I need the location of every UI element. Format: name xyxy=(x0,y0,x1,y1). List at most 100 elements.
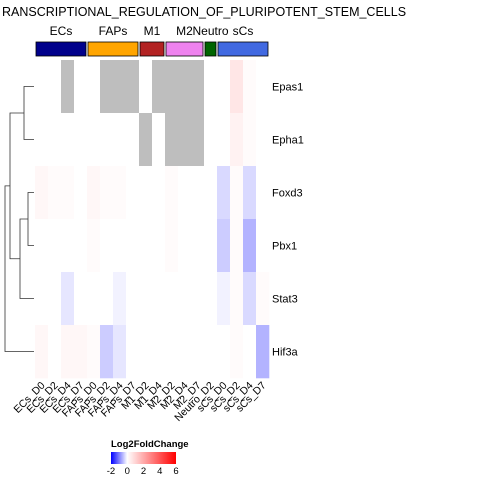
color-legend: Log2FoldChange -2 0 2 4 6 xyxy=(107,439,189,477)
heatmap-cell xyxy=(126,219,140,273)
heatmap-cell xyxy=(139,60,153,114)
heatmap-cell xyxy=(74,60,88,114)
heatmap-cell xyxy=(139,166,153,220)
heatmap-cell xyxy=(191,60,205,114)
heatmap-cell xyxy=(74,219,88,273)
heatmap-cell xyxy=(139,113,153,167)
group-label-ecs: ECs xyxy=(50,24,73,38)
legend-tick-label: -2 xyxy=(107,466,115,477)
group-bar-m2 xyxy=(165,41,204,57)
heatmap-cell xyxy=(230,166,244,220)
heatmap-cell xyxy=(100,60,114,114)
heatmap-cell xyxy=(204,60,218,114)
heatmap-cell xyxy=(165,325,179,379)
heatmap-cell xyxy=(178,272,192,326)
row-labels: Epas1 Epha1 Foxd3 Pbx1 Stat3 Hif3a xyxy=(272,82,304,359)
heatmap-cell xyxy=(204,325,218,379)
group-bar-neutro xyxy=(204,41,217,57)
group-bar-ecs xyxy=(35,41,87,57)
heatmap-cell xyxy=(139,272,153,326)
dendrogram-branch xyxy=(23,86,34,140)
heatmap-cell xyxy=(48,113,62,167)
heatmap-cell xyxy=(61,60,75,114)
heatmap-cell xyxy=(204,219,218,273)
heatmap-cell xyxy=(48,272,62,326)
legend-tick-label: 6 xyxy=(173,466,178,477)
heatmap-cell xyxy=(35,219,49,273)
heatmap-cell xyxy=(217,60,231,114)
heatmap-cell xyxy=(87,219,101,273)
heatmap-cell xyxy=(243,219,257,273)
heatmap-cell xyxy=(139,325,153,379)
row-label: Foxd3 xyxy=(272,188,303,200)
heatmap-cell xyxy=(178,113,192,167)
heatmap-cell xyxy=(100,113,114,167)
heatmap-cell xyxy=(100,219,114,273)
heatmap-cell xyxy=(165,166,179,220)
heatmap-cell xyxy=(165,113,179,167)
heatmap-cell xyxy=(152,60,166,114)
heatmap-cell xyxy=(256,219,270,273)
legend-color-bar xyxy=(111,452,176,464)
heatmap-cell xyxy=(204,166,218,220)
heatmap-cell xyxy=(230,219,244,273)
heatmap-cell xyxy=(100,272,114,326)
heatmap-cell xyxy=(126,272,140,326)
heatmap-cell xyxy=(165,219,179,273)
heatmap-cell xyxy=(61,113,75,167)
heatmap-cell xyxy=(87,166,101,220)
heatmap-cell xyxy=(178,325,192,379)
heatmap-cell xyxy=(35,113,49,167)
heatmap-cell xyxy=(48,60,62,114)
heatmap-cell xyxy=(152,272,166,326)
heatmap-cell xyxy=(113,325,127,379)
heatmap-cell xyxy=(217,272,231,326)
dendrogram-branch xyxy=(9,112,24,260)
heatmap-cell xyxy=(126,325,140,379)
chart-title: RANSCRIPTIONAL_REGULATION_OF_PLURIPOTENT… xyxy=(2,5,406,19)
heatmap-cell xyxy=(152,113,166,167)
dendrogram-branch xyxy=(27,192,34,246)
heatmap-cell xyxy=(61,166,75,220)
dendrogram-branch xyxy=(19,218,34,299)
heatmap-cell xyxy=(230,113,244,167)
group-bar-faps xyxy=(87,41,139,57)
heatmap-cell xyxy=(230,272,244,326)
group-label-neutro: Neutro xyxy=(192,24,228,38)
heatmap-cell xyxy=(256,325,270,379)
heatmap-cell xyxy=(113,113,127,167)
column-labels: ECs_D0ECs_D2ECs_D4ECs_D7FAPs_D0FAPs_D2FA… xyxy=(11,380,268,425)
legend-tick-label: 2 xyxy=(141,466,146,477)
heatmap-cell xyxy=(243,272,257,326)
heatmap-cell xyxy=(152,219,166,273)
group-label-m2: M2 xyxy=(176,24,193,38)
heatmap-cell xyxy=(61,219,75,273)
group-bar-m1 xyxy=(139,41,165,57)
heatmap-cell xyxy=(74,325,88,379)
heatmap-cell xyxy=(61,272,75,326)
row-label: Hif3a xyxy=(272,347,299,359)
heatmap-cell xyxy=(256,60,270,114)
heatmap-cell xyxy=(113,219,127,273)
row-label: Epas1 xyxy=(272,82,303,94)
row-label: Epha1 xyxy=(272,135,304,147)
heatmap-cell xyxy=(217,113,231,167)
heatmap-cell xyxy=(35,60,49,114)
legend-title: Log2FoldChange xyxy=(111,439,189,450)
heatmap-cell xyxy=(243,60,257,114)
heatmap-cell xyxy=(243,113,257,167)
heatmap-cell xyxy=(191,272,205,326)
heatmap-cell xyxy=(230,325,244,379)
heatmap-cell xyxy=(191,113,205,167)
heatmap-cell xyxy=(256,113,270,167)
heatmap-cell xyxy=(178,166,192,220)
heatmap-cell xyxy=(113,272,127,326)
heatmap-cell xyxy=(35,272,49,326)
heatmap-cell xyxy=(191,166,205,220)
heatmap-cell xyxy=(87,113,101,167)
heatmap-cell xyxy=(243,325,257,379)
legend-tick-label: 0 xyxy=(125,466,130,477)
heatmap-cell xyxy=(126,60,140,114)
heatmap-cell xyxy=(48,325,62,379)
